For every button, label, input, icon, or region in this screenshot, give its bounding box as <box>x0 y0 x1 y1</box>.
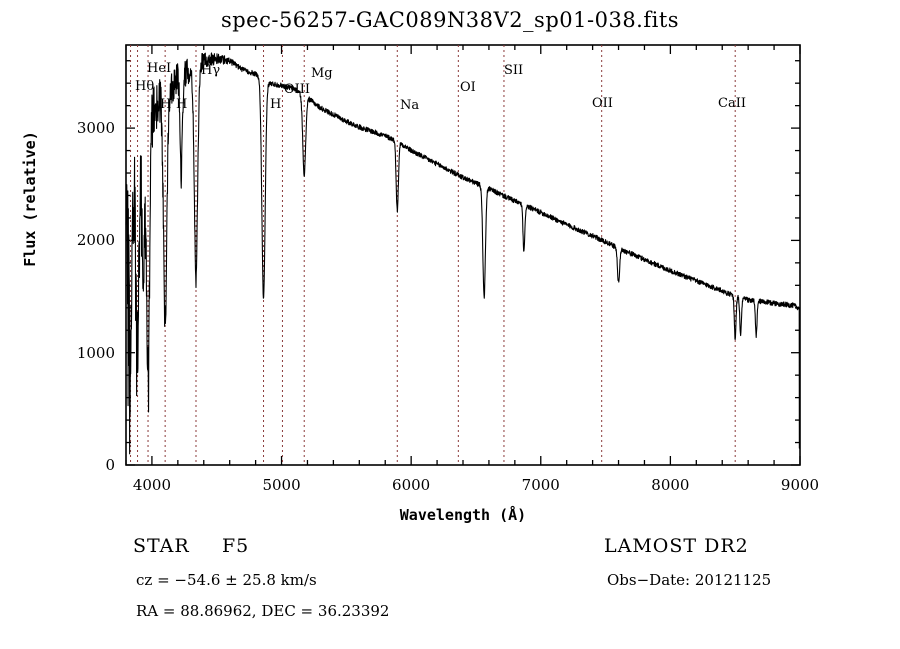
x-tick-label: 5000 <box>262 476 301 494</box>
x-tick-label: 6000 <box>392 476 431 494</box>
spectral-line-label: CaII <box>718 96 746 111</box>
x-tick-label: 9000 <box>780 476 820 494</box>
spectral-line-markers <box>130 45 736 465</box>
spectral-line-label: OI <box>460 80 476 95</box>
spectral-line-label: H <box>270 97 282 112</box>
object-type-label: STAR <box>133 535 190 557</box>
y-tick-label: 0 <box>105 456 115 474</box>
spectral-line-label: SII <box>504 63 524 78</box>
spectral-line-label: Hθ <box>135 79 155 94</box>
radial-velocity-label: cz = −54.6 ± 25.8 km/s <box>136 571 317 589</box>
obs-date-label: Obs−Date: 20121125 <box>607 571 772 589</box>
x-tick-label: 7000 <box>521 476 560 494</box>
y-tick-label: 1000 <box>76 343 115 362</box>
survey-label: LAMOST DR2 <box>604 535 749 557</box>
page-title: spec-56257-GAC089N38V2_sp01-038.fits <box>220 8 680 32</box>
spectral-line-label: H <box>176 97 188 112</box>
spectral-line-label: OII <box>592 96 613 111</box>
axis-ticks <box>125 45 801 466</box>
spectral-line-label: Na <box>400 98 420 113</box>
x-axis-label: Wavelength (Å) <box>399 506 527 524</box>
x-tick-label: 4000 <box>132 476 172 494</box>
spectral-line-label: HeI <box>147 61 172 76</box>
y-tick-label: 2000 <box>76 231 115 250</box>
spectral-class-label: F5 <box>222 535 250 557</box>
spectrum-trace <box>125 52 800 455</box>
spectral-line-label: Hγ <box>201 63 221 78</box>
coordinates-label: RA = 88.86962, DEC = 36.23392 <box>136 602 390 620</box>
y-axis-label: Flux (relative) <box>21 131 39 267</box>
spectral-line-label: Mg <box>311 66 333 81</box>
plot-frame <box>125 44 801 466</box>
spectral-line-label: H <box>160 97 172 112</box>
y-tick-label: 3000 <box>76 119 115 138</box>
x-tick-label: 8000 <box>651 476 690 494</box>
spectral-line-label: OIII <box>284 82 311 97</box>
